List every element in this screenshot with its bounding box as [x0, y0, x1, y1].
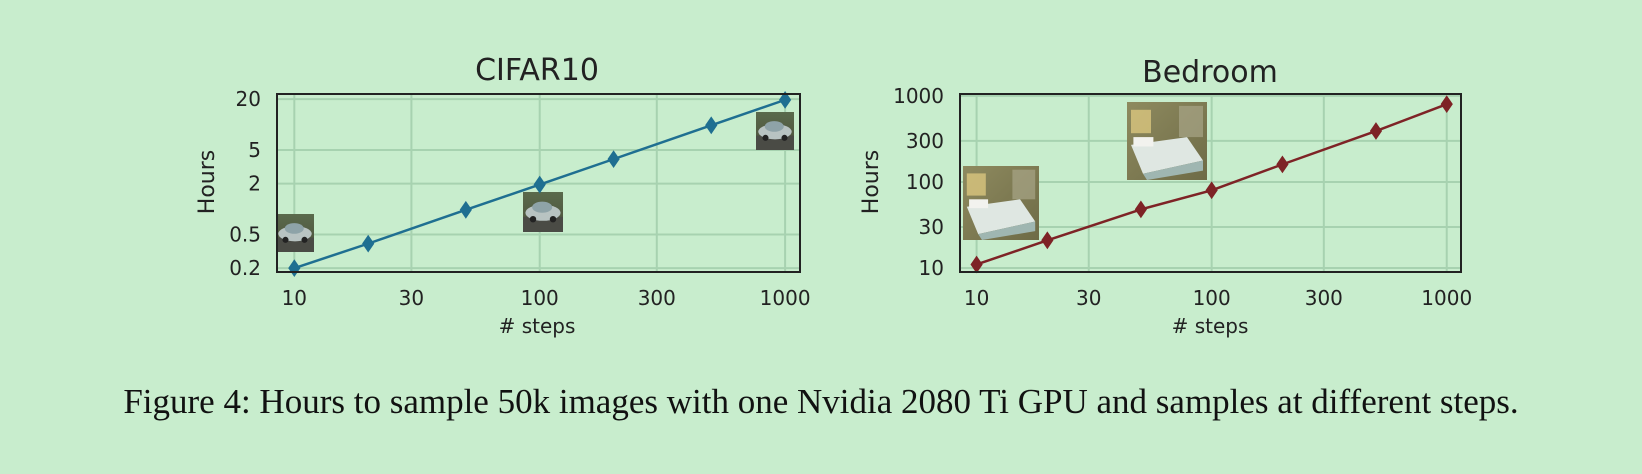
- y-tick-label: 0.2: [229, 256, 261, 280]
- x-axis-label: # steps: [1172, 314, 1249, 338]
- y-axis-label: Hours: [859, 150, 884, 214]
- axes-frame: [276, 93, 801, 273]
- y-tick-label: 0.5: [229, 223, 261, 247]
- sample-images: [963, 102, 1207, 240]
- y-tick-labels: 0.2 0.5 2 5 20: [229, 87, 261, 280]
- x-tick-label: 100: [521, 286, 559, 310]
- bedroom-sample-image: [963, 166, 1039, 240]
- data-point-marker: [1440, 95, 1453, 114]
- y-tick-label: 10: [919, 256, 944, 280]
- car-sample-image: [756, 112, 794, 150]
- x-tick-labels: 10 30 100 300 1000: [282, 286, 811, 310]
- series-line: [970, 95, 1453, 274]
- data-point-marker: [607, 150, 620, 169]
- sample-images: [276, 112, 794, 252]
- x-tick-label: 100: [1193, 286, 1231, 310]
- y-tick-label: 100: [906, 170, 944, 194]
- x-axis-label: # steps: [499, 314, 576, 338]
- y-tick-labels: 10 30 100 300 1000: [893, 84, 944, 280]
- car-sample-image: [523, 192, 563, 232]
- car-sample-image: [276, 214, 314, 252]
- x-tick-label: 1000: [1421, 286, 1472, 310]
- chart-title: CIFAR10: [475, 53, 599, 88]
- data-point-marker: [778, 90, 792, 109]
- y-tick-label: 300: [906, 129, 944, 153]
- data-point-marker: [362, 234, 375, 253]
- data-point-marker: [705, 116, 718, 135]
- y-tick-label: 5: [248, 138, 261, 162]
- data-point-marker: [1276, 155, 1289, 174]
- data-point-marker: [970, 255, 983, 274]
- data-point-marker: [459, 200, 472, 219]
- x-tick-label: 300: [1305, 286, 1343, 310]
- y-tick-label: 20: [236, 87, 261, 111]
- bedroom-sample-image: [1127, 102, 1207, 180]
- figure-caption: Figure 4: Hours to sample 50k images wit…: [123, 382, 1519, 421]
- data-point-marker: [1134, 200, 1148, 219]
- y-tick-label: 30: [919, 215, 944, 239]
- data-point-marker: [1205, 181, 1218, 200]
- bedroom-chart: Bedroom 10 30 100 300 1000 10 30 100 300 1000 # …: [859, 55, 1472, 338]
- cifar10-chart: CIFAR10 10 30 100 300 1000 0.2 0.5 2 5 20 # step…: [195, 53, 811, 338]
- data-point-marker: [288, 259, 301, 278]
- x-tick-label: 300: [638, 286, 676, 310]
- y-tick-label: 1000: [893, 84, 944, 108]
- y-tick-label: 2: [248, 172, 261, 196]
- x-tick-labels: 10 30 100 300 1000: [964, 286, 1472, 310]
- x-tick-label: 10: [282, 286, 307, 310]
- data-point-marker: [533, 175, 546, 194]
- x-tick-label: 10: [964, 286, 989, 310]
- axes-frame: [959, 93, 1462, 273]
- x-tick-label: 1000: [760, 286, 811, 310]
- y-axis-label: Hours: [195, 150, 220, 214]
- data-point-marker: [1041, 231, 1054, 250]
- chart-title: Bedroom: [1142, 55, 1278, 90]
- series-line: [288, 90, 792, 278]
- x-tick-label: 30: [1076, 286, 1101, 310]
- grid-lines: [277, 94, 800, 272]
- data-point-marker: [1369, 122, 1383, 140]
- x-tick-label: 30: [399, 286, 424, 310]
